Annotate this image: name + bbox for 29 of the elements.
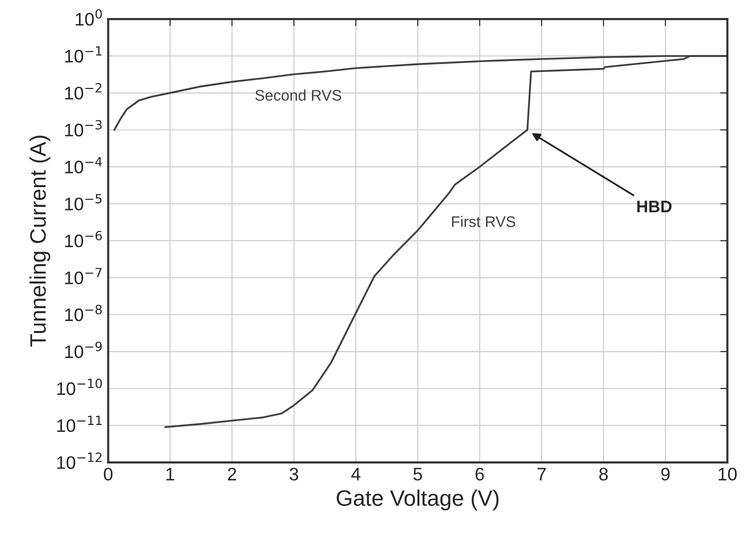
y-tick-label: 10$^{−3}$ bbox=[65, 120, 102, 136]
x-tick-label: 1 bbox=[166, 468, 174, 480]
x-tick-label: 6 bbox=[476, 468, 484, 481]
y-tick-label: 10$^{−2}$ bbox=[65, 83, 102, 100]
x-tick-label: 9 bbox=[661, 468, 670, 481]
y-tick-label: 10$^{−1}$ bbox=[65, 46, 102, 63]
y-tick-label: 10$^{−4}$ bbox=[65, 157, 102, 174]
x-tick-label: 5 bbox=[413, 468, 422, 481]
y-axis-title: Tunneling Current (A) bbox=[30, 136, 50, 347]
x-tick-label: 7 bbox=[538, 468, 546, 480]
y-tick-label: 10$^{−11}$ bbox=[57, 416, 102, 432]
x-tick-label: 10 bbox=[718, 468, 737, 481]
y-tick-label: 10$^{−5}$ bbox=[65, 194, 102, 210]
x-tick-label: 0 bbox=[104, 468, 112, 481]
x-axis-title: Gate Voltage (V) bbox=[336, 490, 499, 510]
y-tick-label: 10$^{−8}$ bbox=[65, 304, 102, 322]
y-tick-label: 10$^{0}$ bbox=[76, 9, 102, 26]
x-tick-label: 3 bbox=[290, 468, 298, 481]
x-tick-label: 8 bbox=[599, 468, 608, 481]
y-tick-label: 10$^{−6}$ bbox=[65, 230, 102, 248]
annotation: Second RVS bbox=[255, 90, 342, 101]
y-tick-label: 10$^{−9}$ bbox=[65, 342, 102, 358]
x-tick-label: 4 bbox=[351, 468, 360, 480]
annotation: HBD bbox=[637, 200, 672, 212]
y-tick-label: 10$^{−7}$ bbox=[65, 268, 102, 284]
annotation: First RVS bbox=[452, 216, 516, 228]
y-tick-label: 10$^{−10}$ bbox=[57, 378, 102, 396]
x-tick-label: 2 bbox=[228, 468, 236, 480]
y-tick-label: 10$^{−12}$ bbox=[57, 452, 102, 469]
